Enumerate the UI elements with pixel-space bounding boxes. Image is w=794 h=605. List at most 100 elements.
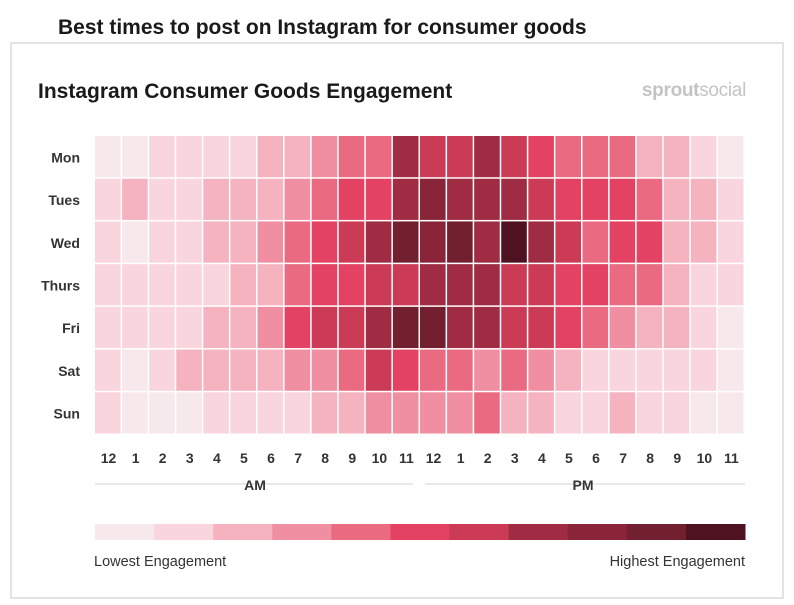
heatmap-cell (392, 264, 419, 306)
heatmap-cell (392, 306, 419, 349)
column-label: 9 (673, 450, 681, 466)
column-label: 7 (294, 450, 302, 466)
heatmap-cell (420, 264, 446, 306)
heatmap-cell (392, 178, 419, 220)
row-label: Sat (58, 363, 80, 379)
heatmap-cell (582, 178, 609, 220)
heatmap-cell (663, 349, 690, 391)
heatmap-cell (528, 392, 554, 434)
column-label: 6 (592, 450, 600, 466)
column-label: 2 (484, 450, 492, 466)
heatmap-cell (717, 221, 744, 263)
column-label: 8 (321, 450, 329, 466)
legend-low-label: Lowest Engagement (94, 554, 227, 570)
legend-swatch (154, 524, 214, 540)
heatmap-cell (149, 178, 175, 220)
heatmap-cell (609, 178, 636, 220)
heatmap-cell (690, 221, 717, 263)
heatmap-cell (257, 392, 284, 434)
heatmap-cell (717, 392, 744, 434)
heatmap-cell (474, 349, 500, 391)
heatmap-cell (528, 221, 554, 263)
heatmap-cell (95, 306, 121, 349)
heatmap-cell (717, 349, 744, 391)
heatmap-cell (257, 221, 284, 263)
heatmap-cell (95, 136, 121, 178)
legend-swatch (567, 524, 628, 540)
heatmap-cell (338, 306, 365, 349)
heatmap-cell (555, 221, 581, 263)
heatmap-cell (609, 136, 636, 178)
heatmap-cell (474, 136, 500, 178)
column-label: 4 (538, 450, 546, 466)
legend-swatch (95, 524, 155, 540)
logo-part1: sprout (641, 80, 700, 101)
legend-swatch (685, 524, 746, 540)
heatmap-cell (420, 306, 446, 349)
heatmap-cell (528, 349, 554, 391)
legend-swatch (390, 524, 451, 540)
heatmap-cell (203, 306, 229, 349)
heatmap-cell (636, 349, 663, 391)
heatmap-cell (338, 349, 365, 391)
heatmap-cell (582, 136, 609, 178)
heatmap-cell (365, 178, 392, 220)
heatmap-cell (528, 178, 554, 220)
heatmap-cell (717, 264, 744, 306)
legend-high-label: Highest Engagement (609, 554, 745, 570)
heatmap-cell (95, 392, 121, 434)
heatmap-cell (663, 306, 690, 349)
column-label: 3 (511, 450, 519, 466)
column-label: 1 (457, 450, 465, 466)
heatmap-cell (636, 306, 663, 349)
heatmap-cell (230, 264, 256, 306)
row-label: Tues (48, 192, 80, 208)
heatmap-cell (555, 306, 581, 349)
heatmap-cell (582, 349, 609, 391)
heatmap-cell (203, 178, 229, 220)
heatmap-cell (555, 349, 581, 391)
column-label: 6 (267, 450, 275, 466)
heatmap-cell (501, 306, 527, 349)
heatmap-cell (230, 178, 256, 220)
column-label: 9 (348, 450, 356, 466)
heatmap-cell (636, 136, 663, 178)
legend-swatch (508, 524, 569, 540)
heatmap-cell (122, 349, 148, 391)
heatmap-cell (203, 136, 229, 178)
heatmap-cell (311, 349, 338, 391)
heatmap-cell (582, 306, 609, 349)
heatmap-cell (636, 221, 663, 263)
column-label: 3 (186, 450, 194, 466)
heatmap-cell (447, 306, 473, 349)
heatmap-cell (582, 392, 609, 434)
heatmap-cell (311, 178, 338, 220)
heatmap-cell (176, 178, 202, 220)
heatmap-cell (474, 306, 500, 349)
column-label: 12 (101, 450, 117, 466)
row-label: Wed (51, 235, 80, 251)
heatmap-cell (122, 136, 148, 178)
heatmap-cell (230, 306, 256, 349)
pm-label: PM (573, 477, 594, 493)
logo-part2: social (699, 80, 746, 101)
heatmap-cell (365, 136, 392, 178)
heatmap-cell (257, 136, 284, 178)
heatmap-cell (501, 178, 527, 220)
heatmap-cell (122, 178, 148, 220)
heatmap-cell (717, 178, 744, 220)
heatmap-cell (149, 392, 175, 434)
heatmap-cell (257, 178, 284, 220)
heatmap-cell (284, 264, 311, 306)
heatmap-cell (528, 306, 554, 349)
heatmap-cell (338, 264, 365, 306)
heatmap-cell (257, 306, 284, 349)
heatmap-cell (501, 264, 527, 306)
heatmap-cell (122, 264, 148, 306)
heatmap-cell (420, 349, 446, 391)
heatmap-cell (203, 264, 229, 306)
heatmap-cell (284, 306, 311, 349)
heatmap-cell (122, 392, 148, 434)
heatmap-cell (176, 264, 202, 306)
